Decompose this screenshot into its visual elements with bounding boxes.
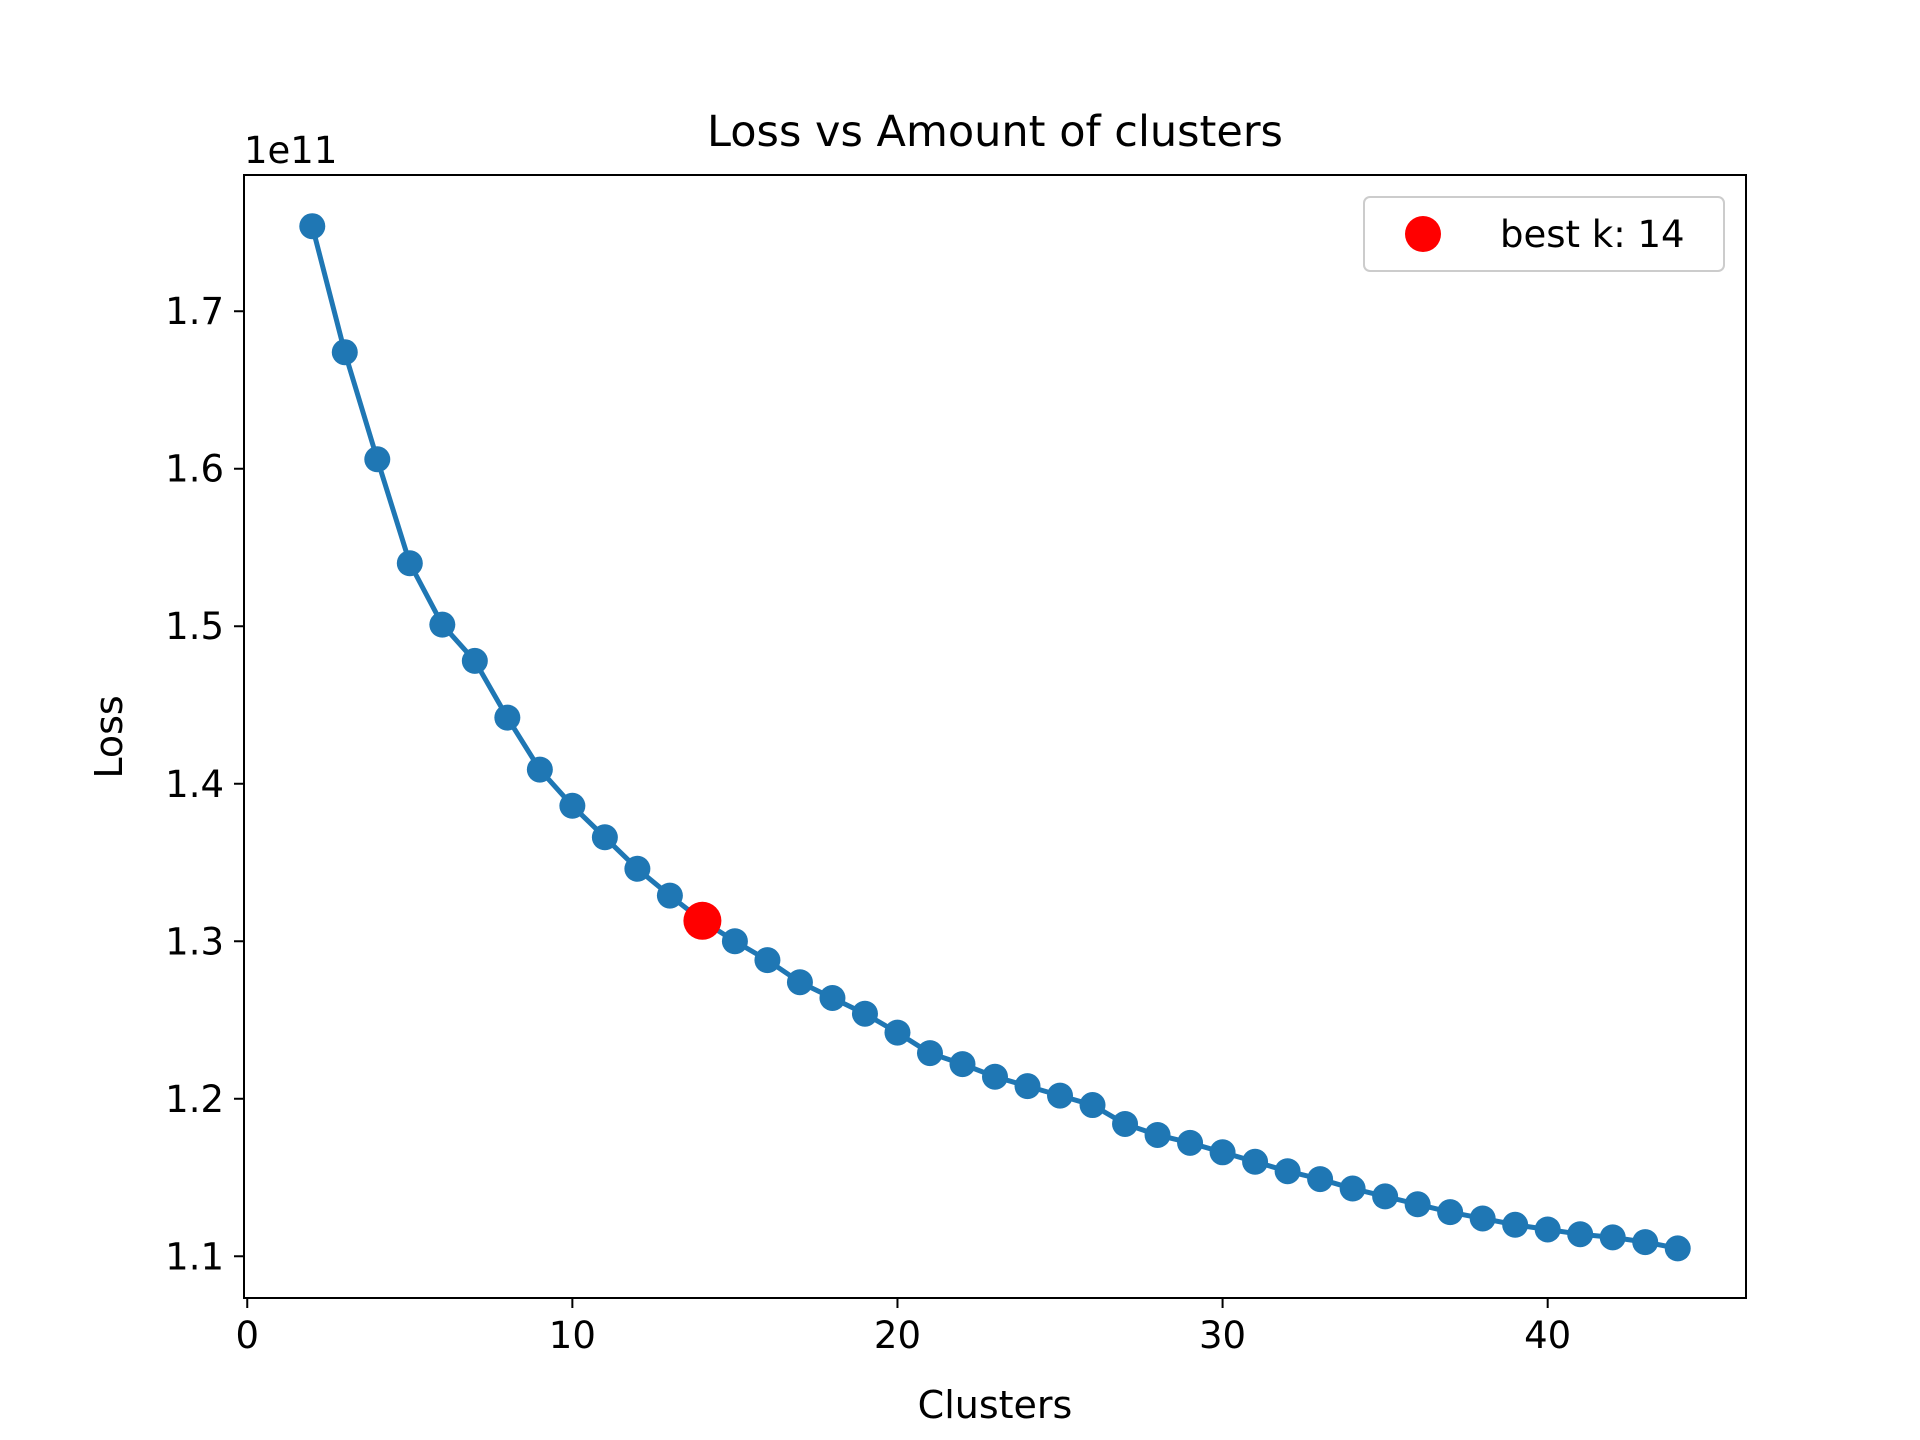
data-point-k-31 (1242, 1148, 1269, 1175)
data-point-k-11 (591, 824, 618, 851)
best-k-point (683, 901, 722, 940)
data-point-k-6 (429, 611, 456, 638)
y-axis-offset-label: 1e11 (244, 129, 337, 172)
data-point-k-23 (982, 1063, 1008, 1090)
data-point-k-25 (1047, 1082, 1074, 1109)
data-point-k-33 (1307, 1166, 1334, 1193)
data-point-k-26 (1079, 1092, 1106, 1119)
data-point-k-2 (299, 213, 326, 240)
data-point-k-15 (721, 928, 748, 955)
data-point-k-19 (851, 1000, 878, 1027)
data-point-k-41 (1567, 1221, 1594, 1248)
data-point-k-38 (1469, 1205, 1496, 1232)
x-tick-label: 20 (874, 1314, 921, 1357)
plot-area (244, 175, 1746, 1298)
data-point-k-13 (656, 882, 683, 909)
data-point-k-44 (1664, 1235, 1691, 1262)
y-tick-label: 1.4 (165, 763, 224, 806)
data-point-k-5 (396, 550, 423, 577)
data-point-k-39 (1502, 1211, 1529, 1238)
data-point-k-34 (1339, 1175, 1366, 1202)
data-point-k-30 (1209, 1139, 1236, 1166)
y-tick-label: 1.3 (165, 920, 224, 963)
data-point-k-29 (1177, 1129, 1204, 1156)
data-point-k-20 (884, 1019, 911, 1046)
legend-box (1363, 196, 1725, 272)
data-point-k-17 (786, 969, 813, 996)
legend-marker (1405, 216, 1441, 252)
x-tick-label: 40 (1524, 1314, 1571, 1357)
x-tick-label: 30 (1199, 1314, 1246, 1357)
data-point-k-37 (1437, 1199, 1464, 1226)
data-point-k-22 (949, 1051, 976, 1078)
y-axis-label: Loss (87, 695, 131, 778)
data-point-k-21 (916, 1040, 943, 1067)
legend: best k: 14 (1363, 196, 1725, 272)
y-tick-label: 1.7 (165, 290, 224, 333)
data-point-k-36 (1404, 1191, 1431, 1218)
x-tick-label: 0 (235, 1314, 259, 1357)
y-tick-label: 1.2 (165, 1078, 224, 1121)
y-axis: 1.1 1.2 1.3 1.4 1.5 1.6 1.7 (165, 290, 244, 1278)
data-point-k-7 (461, 647, 488, 674)
data-point-k-43 (1632, 1229, 1659, 1256)
data-point-k-8 (494, 704, 521, 731)
data-point-k-12 (624, 855, 651, 882)
data-point-k-27 (1112, 1110, 1139, 1137)
chart-title: Loss vs Amount of clusters (707, 107, 1283, 157)
data-point-k-42 (1599, 1224, 1626, 1251)
data-point-k-32 (1274, 1158, 1301, 1185)
data-point-k-9 (526, 756, 553, 783)
data-point-k-3 (331, 339, 358, 366)
y-tick-label: 1.6 (165, 448, 224, 491)
series-layer (299, 213, 1691, 1262)
data-point-k-40 (1534, 1216, 1561, 1243)
data-point-k-24 (1014, 1073, 1041, 1100)
data-point-k-4 (364, 446, 391, 473)
data-point-k-35 (1372, 1183, 1399, 1210)
data-point-k-16 (754, 947, 781, 974)
x-axis-label: Clusters (918, 1383, 1073, 1427)
data-point-k-18 (819, 984, 846, 1011)
plot-frame (243, 174, 1747, 1299)
data-point-k-10 (559, 792, 586, 819)
data-point-k-28 (1144, 1121, 1171, 1148)
y-tick-label: 1.1 (165, 1235, 224, 1278)
x-tick-label: 10 (549, 1314, 596, 1357)
x-axis: 0 10 20 30 40 (235, 1298, 1571, 1357)
y-tick-label: 1.5 (165, 605, 224, 648)
legend-label: best k: 14 (1500, 213, 1685, 256)
